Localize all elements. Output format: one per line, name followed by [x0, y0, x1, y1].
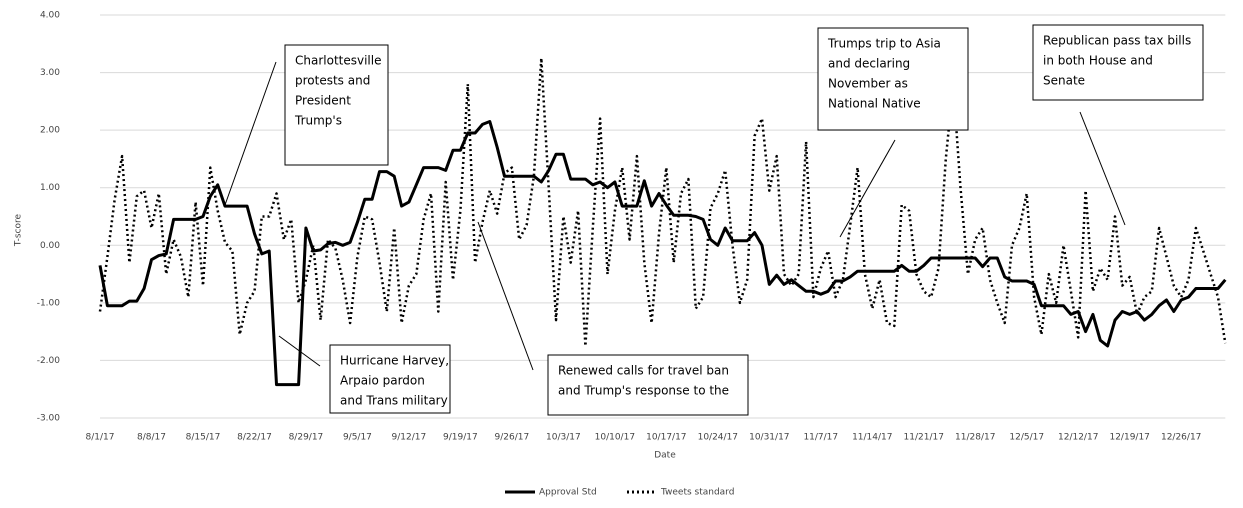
legend-label: Tweets standard — [660, 488, 734, 498]
x-tick-label: 8/1/17 — [86, 433, 115, 443]
annotation-text: Renewed calls for travel ban — [558, 364, 729, 378]
x-tick-label: 9/5/17 — [343, 433, 372, 443]
data-line — [98, 56, 1227, 348]
x-tick-label: 11/14/17 — [852, 433, 892, 443]
x-tick-label: 12/5/17 — [1009, 433, 1044, 443]
annotation: Republican pass tax bills in both House a… — [1032, 24, 1204, 226]
annotation-text: and declaring — [828, 57, 910, 71]
annotation-text: Trump's — [294, 114, 342, 128]
x-tick-label: 12/26/17 — [1161, 433, 1201, 443]
x-tick-label: 11/21/17 — [904, 433, 944, 443]
x-tick-label: 9/26/17 — [495, 433, 530, 443]
x-tick-label: 10/17/17 — [646, 433, 686, 443]
annotation-text: Hurricane Harvey, — [340, 354, 449, 368]
annotation-box — [1032, 24, 1204, 101]
x-tick-label: 8/15/17 — [186, 433, 221, 443]
annotation-text: November as — [828, 77, 908, 91]
x-tick-label: 10/10/17 — [595, 433, 635, 443]
annotation-box — [817, 27, 969, 131]
annotation-box — [329, 344, 451, 414]
annotation-text: President — [295, 94, 351, 108]
annotation-text: in both House and — [1043, 54, 1153, 68]
y-tick-label: 3.00 — [40, 68, 60, 78]
annotation-pointer — [224, 61, 277, 206]
y-axis-label: T-score — [14, 213, 24, 247]
annotation-pointer — [839, 139, 896, 238]
x-axis-label: Date — [654, 451, 676, 461]
annotation: Charlottesville protests and President Trum… — [224, 44, 389, 206]
x-tick-label: 8/22/17 — [237, 433, 272, 443]
annotation-text: protests and — [295, 74, 370, 88]
data-line — [98, 120, 1227, 387]
annotation-text: National Native — [828, 97, 921, 111]
y-tick-label: 0.00 — [40, 241, 60, 251]
x-tick-label: 9/12/17 — [392, 433, 427, 443]
annotation-box — [547, 354, 749, 416]
annotation-text: and Trump's response to the — [558, 384, 729, 398]
x-tick-label: 10/3/17 — [546, 433, 581, 443]
annotation: Trumps trip to Asia and declaring November… — [817, 27, 969, 238]
annotation-pointer — [1079, 111, 1126, 226]
x-tick-label: 10/31/17 — [749, 433, 789, 443]
y-tick-label: 2.00 — [40, 126, 60, 136]
x-tick-label: 10/24/17 — [698, 433, 738, 443]
annotation-text: Senate — [1043, 74, 1085, 88]
y-tick-label: 4.00 — [40, 11, 60, 21]
x-tick-label: 12/12/17 — [1058, 433, 1098, 443]
annotation-pointer — [278, 335, 321, 367]
annotation-box — [284, 44, 389, 166]
annotation: Renewed calls for travel ban and Trump's … — [477, 221, 749, 416]
annotation-text: Arpaio pardon — [340, 374, 425, 388]
annotation-text: Charlottesville — [295, 54, 381, 68]
annotation-pointer — [477, 221, 534, 371]
x-tick-label: 12/19/17 — [1109, 433, 1149, 443]
x-tick-label: 11/28/17 — [955, 433, 995, 443]
annotation-text: Trumps trip to Asia — [827, 37, 941, 51]
annotation: Hurricane Harvey, Arpaio pardon and Trans … — [278, 335, 451, 414]
legend-label: Approval Std — [539, 488, 597, 498]
x-tick-label: 11/7/17 — [803, 433, 838, 443]
x-tick-label: 9/19/17 — [443, 433, 478, 443]
y-tick-label: -3.00 — [37, 414, 61, 424]
x-tick-label: 8/29/17 — [289, 433, 324, 443]
x-tick-label: 8/8/17 — [137, 433, 166, 443]
annotation-text: Republican pass tax bills — [1043, 34, 1191, 48]
annotation-text: and Trans military — [340, 394, 448, 408]
y-tick-label: -2.00 — [37, 356, 61, 366]
y-tick-label: -1.00 — [37, 298, 61, 308]
y-tick-label: 1.00 — [40, 183, 60, 193]
